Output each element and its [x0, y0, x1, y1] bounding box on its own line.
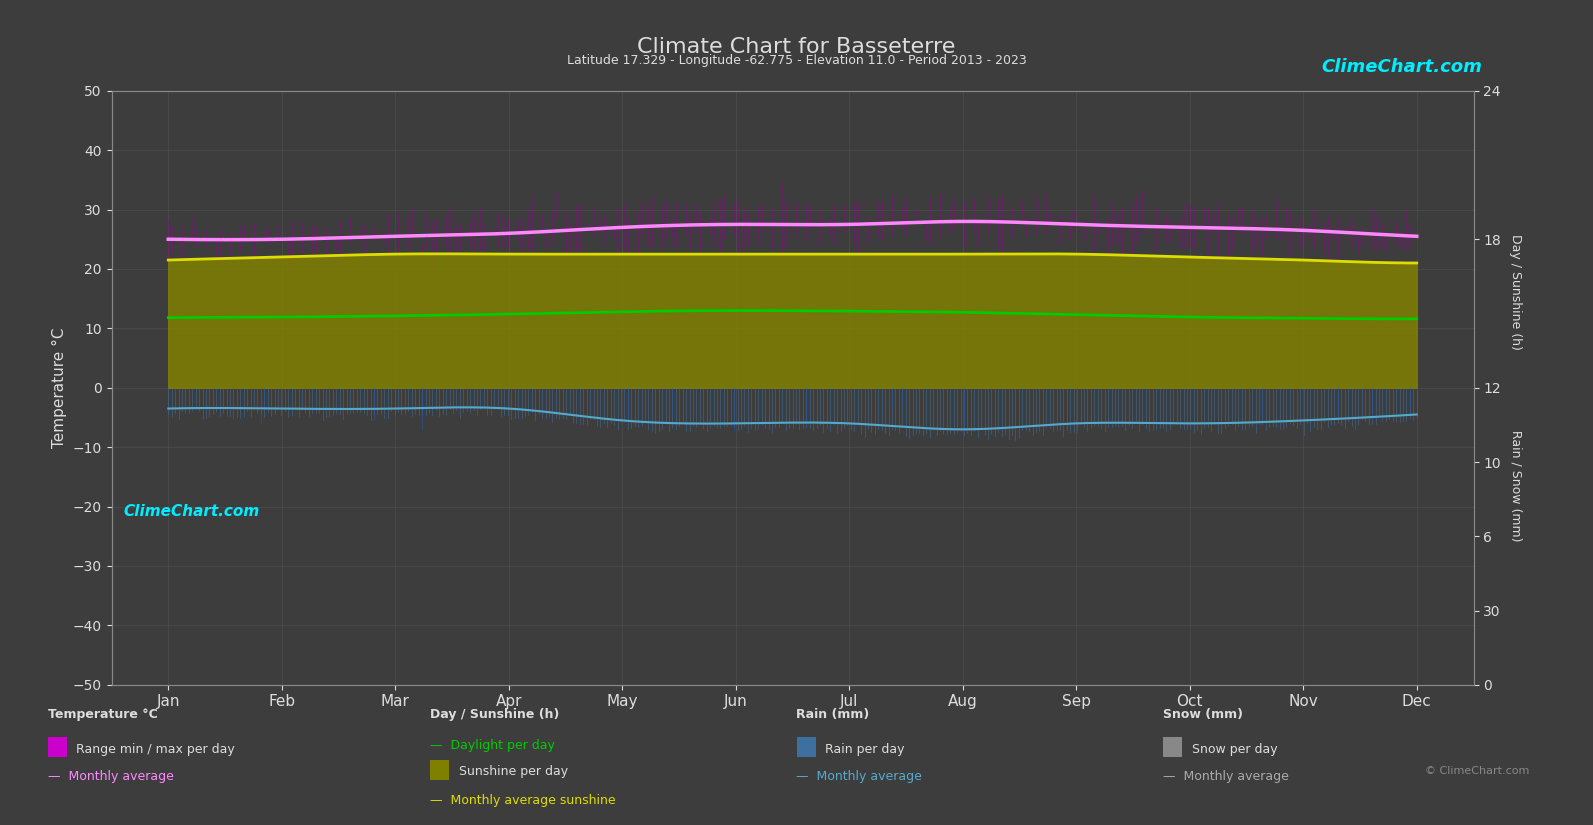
Text: —  Monthly average: — Monthly average [1163, 770, 1289, 783]
Text: Range min / max per day: Range min / max per day [76, 742, 236, 756]
Text: ClimeChart.com: ClimeChart.com [123, 504, 260, 519]
Text: Rain (mm): Rain (mm) [796, 708, 870, 721]
Text: —  Monthly average: — Monthly average [48, 770, 174, 783]
Text: Sunshine per day: Sunshine per day [459, 765, 569, 778]
Text: Rain per day: Rain per day [825, 742, 905, 756]
Text: Snow per day: Snow per day [1192, 742, 1278, 756]
Text: Temperature °C: Temperature °C [48, 708, 158, 721]
Text: Climate Chart for Basseterre: Climate Chart for Basseterre [637, 37, 956, 57]
Text: Snow (mm): Snow (mm) [1163, 708, 1243, 721]
Text: —  Daylight per day: — Daylight per day [430, 739, 554, 752]
Text: Day / Sunshine (h): Day / Sunshine (h) [430, 708, 559, 721]
Text: © ClimeChart.com: © ClimeChart.com [1424, 766, 1529, 775]
Y-axis label: Day / Sunshine (h)                    Rain / Snow (mm): Day / Sunshine (h) Rain / Snow (mm) [1509, 234, 1521, 541]
Text: ClimeChart.com: ClimeChart.com [1322, 58, 1481, 76]
Y-axis label: Temperature °C: Temperature °C [53, 328, 67, 448]
Text: —  Monthly average: — Monthly average [796, 770, 922, 783]
Text: Latitude 17.329 - Longitude -62.775 - Elevation 11.0 - Period 2013 - 2023: Latitude 17.329 - Longitude -62.775 - El… [567, 54, 1026, 67]
Text: —  Monthly average sunshine: — Monthly average sunshine [430, 794, 616, 808]
